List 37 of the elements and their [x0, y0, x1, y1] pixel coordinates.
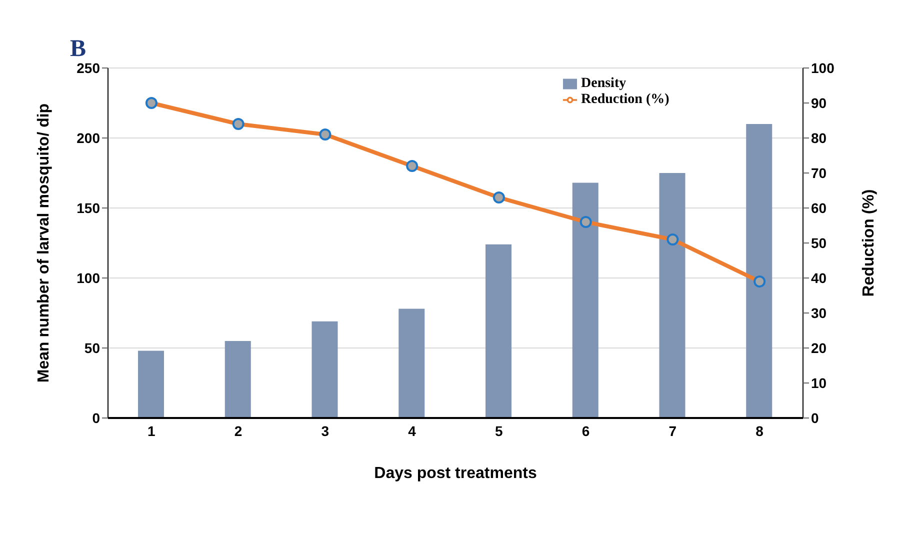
y2-tick-label: 0 — [811, 410, 819, 426]
x-tick-label: 4 — [408, 422, 416, 439]
y2-tick-label: 50 — [811, 234, 827, 251]
legend-label: Reduction (%) — [581, 92, 670, 107]
y2-tick-label: 70 — [811, 164, 827, 181]
y2-tick-label: 30 — [811, 304, 827, 321]
legend-label: Density — [581, 76, 626, 91]
x-tick-label: 2 — [234, 422, 242, 439]
bar — [398, 308, 425, 418]
bar — [138, 350, 164, 418]
y2-tick-label: 40 — [811, 270, 827, 286]
bar — [659, 173, 686, 418]
x-tick-label: 8 — [756, 422, 764, 439]
y-tick-label: 150 — [76, 200, 100, 216]
x-tick-label: 6 — [582, 422, 590, 439]
y-tick-label: 100 — [76, 270, 100, 286]
x-tick-label: 3 — [321, 422, 330, 439]
y2-tick-label: 20 — [811, 340, 827, 356]
y2-tick-label: 100 — [811, 60, 835, 76]
x-tick-label: 1 — [148, 422, 156, 439]
bar — [746, 124, 772, 418]
x-tick-label: 7 — [668, 422, 677, 439]
y-axis-title: Mean number of larval mosquito/ dip — [36, 103, 53, 383]
bar — [312, 321, 338, 418]
y-tick-label: 50 — [84, 340, 100, 356]
x-tick-label: 5 — [495, 422, 504, 439]
y2-tick-label: 10 — [811, 374, 827, 391]
bar — [486, 244, 512, 418]
y2-axis-title: Reduction (%) — [860, 189, 878, 297]
x-axis-title: Days post treatments — [374, 465, 537, 482]
bar — [224, 341, 251, 418]
y-tick-label: 0 — [92, 410, 100, 426]
y-tick-label: 200 — [76, 130, 100, 146]
y2-tick-label: 60 — [811, 200, 827, 216]
y2-tick-label: 90 — [811, 94, 827, 111]
bar — [572, 182, 598, 418]
y2-tick-label: 80 — [811, 130, 827, 146]
